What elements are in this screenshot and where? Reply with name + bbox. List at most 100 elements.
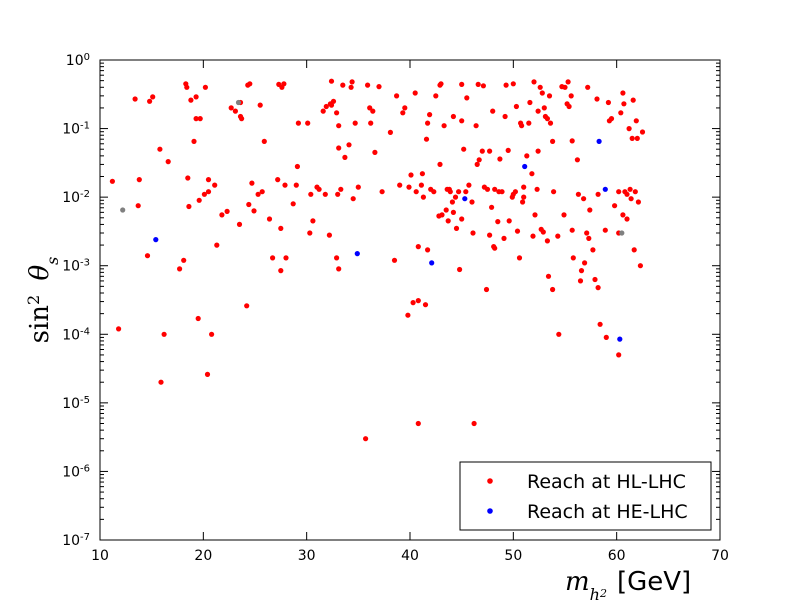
point-s0-118 <box>419 171 425 177</box>
point-s0-10 <box>161 331 167 337</box>
point-s2-0 <box>120 207 126 213</box>
point-s1-5 <box>596 138 602 144</box>
point-s0-250 <box>612 203 618 209</box>
point-s0-114 <box>415 244 421 250</box>
point-s0-74 <box>326 232 332 238</box>
point-s0-209 <box>544 116 551 122</box>
point-s0-17 <box>186 203 192 210</box>
point-s0-103 <box>391 257 398 263</box>
point-s0-215 <box>550 286 556 293</box>
point-s0-193 <box>524 153 530 159</box>
point-s0-228 <box>570 255 576 261</box>
point-s0-231 <box>577 278 584 284</box>
point-s0-123 <box>425 120 431 126</box>
point-s0-153 <box>469 199 475 205</box>
legend-box <box>459 461 712 531</box>
point-s0-227 <box>569 227 575 233</box>
legend-marker-hl-lhc <box>487 478 493 484</box>
point-s0-41 <box>244 303 250 309</box>
point-s0-202 <box>535 148 541 154</box>
point-s0-201 <box>535 108 541 114</box>
point-s0-88 <box>346 142 352 148</box>
point-s0-77 <box>328 78 335 84</box>
point-s0-216 <box>551 189 557 195</box>
point-s0-34 <box>224 208 230 214</box>
point-s0-20 <box>193 116 199 122</box>
point-s0-81 <box>335 191 341 197</box>
point-s0-111 <box>410 300 416 306</box>
point-s0-159 <box>476 157 482 163</box>
y-tick-label-4: 10-3 <box>62 257 90 275</box>
point-s0-158 <box>475 81 481 87</box>
point-s0-225 <box>568 93 574 99</box>
x-tick-label-3: 40 <box>401 548 419 564</box>
point-s0-108 <box>405 312 411 318</box>
y-tick-label-0: 10-7 <box>62 532 90 550</box>
point-s0-99 <box>372 149 378 155</box>
legend: Reach at HL-LHC Reach at HE-LHC <box>459 461 712 531</box>
y-axis-title-power: 2 <box>24 295 43 305</box>
point-s0-256 <box>621 101 627 107</box>
point-s0-89 <box>348 84 354 90</box>
point-s0-266 <box>632 189 638 195</box>
point-s0-230 <box>575 191 582 197</box>
point-s0-67 <box>308 191 314 197</box>
point-s0-155 <box>471 420 477 427</box>
y-axis-title-gap <box>25 281 55 289</box>
x-axis-title-subsub: 2 <box>599 587 607 600</box>
point-s0-28 <box>205 189 212 195</box>
point-s1-7 <box>617 336 623 342</box>
axis-ticks: 10 20 30 40 50 60 70 10-7 10-6 10-5 10-4 10-3 10-2 10… <box>62 52 729 565</box>
x-tick-label-6: 70 <box>711 548 729 564</box>
point-s0-243 <box>595 285 601 291</box>
point-s0-115 <box>415 298 421 304</box>
point-s0-172 <box>495 219 501 225</box>
point-s0-24 <box>197 116 203 122</box>
point-s0-0 <box>109 178 115 184</box>
point-s0-212 <box>546 93 553 99</box>
x-tick-label-2: 30 <box>298 548 316 564</box>
point-s0-150 <box>463 189 469 195</box>
point-s0-106 <box>400 110 406 116</box>
point-s0-238 <box>587 207 593 213</box>
point-s0-22 <box>195 315 201 322</box>
point-s0-141 <box>450 113 456 120</box>
point-s0-185 <box>513 103 520 110</box>
point-s0-265 <box>631 247 637 253</box>
point-s0-232 <box>578 268 585 274</box>
point-s0-179 <box>505 147 511 153</box>
point-s0-132 <box>439 212 445 218</box>
point-s0-213 <box>547 120 554 126</box>
point-s0-130 <box>437 161 443 167</box>
point-s0-45 <box>249 180 255 186</box>
point-s0-13 <box>181 257 187 263</box>
point-s0-58 <box>281 81 287 87</box>
point-s0-104 <box>394 93 400 99</box>
point-s0-52 <box>270 255 276 261</box>
point-s0-138 <box>447 189 453 195</box>
point-s0-101 <box>379 189 385 195</box>
point-s0-272 <box>620 212 626 218</box>
point-s0-84 <box>336 145 342 151</box>
point-s0-119 <box>420 194 426 200</box>
point-s0-46 <box>251 208 257 214</box>
point-s0-235 <box>584 230 590 236</box>
point-s0-199 <box>532 212 538 218</box>
point-s0-32 <box>214 242 220 248</box>
point-s0-23 <box>196 197 202 203</box>
point-s0-55 <box>278 225 284 231</box>
point-s0-109 <box>406 184 412 190</box>
point-s0-79 <box>334 255 340 261</box>
point-s0-126 <box>431 189 437 195</box>
point-s0-189 <box>519 123 525 129</box>
point-s0-145 <box>457 266 463 273</box>
point-s0-72 <box>322 191 328 197</box>
point-s0-63 <box>294 163 300 170</box>
point-s0-254 <box>618 110 624 116</box>
point-s0-78 <box>330 98 337 104</box>
point-s0-190 <box>520 199 526 205</box>
point-s0-168 <box>490 108 496 114</box>
point-s0-149 <box>461 146 467 152</box>
point-s0-90 <box>349 79 355 85</box>
point-s0-161 <box>480 83 486 89</box>
